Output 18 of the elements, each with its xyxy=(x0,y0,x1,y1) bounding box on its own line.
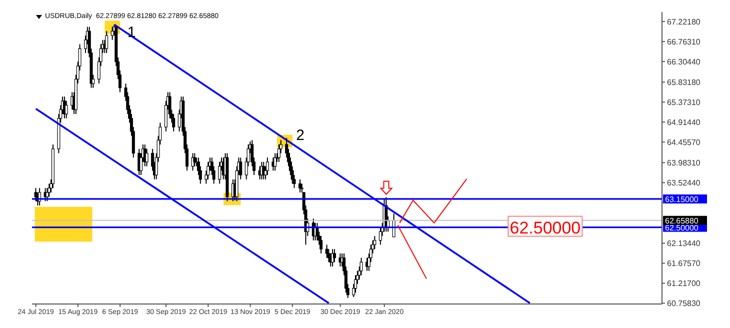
y-tick-label: 63.98310 xyxy=(667,158,701,168)
annotation: 62.50000 xyxy=(510,218,581,238)
y-tick-label: 64.91440 xyxy=(667,118,701,127)
y-tick-label: 66.76310 xyxy=(667,37,701,46)
y-tick-label: 67.22180 xyxy=(667,17,701,26)
ref-line-label: 62.65880 xyxy=(665,216,699,226)
ref-line-label: 62.50000 xyxy=(665,223,699,232)
y-tick-label: 61.67570 xyxy=(667,259,701,268)
y-tick-label: 65.37310 xyxy=(667,98,701,107)
annotation: 2 xyxy=(296,126,305,144)
y-tick-label: 66.30440 xyxy=(667,57,701,66)
y-tick-label: 64.45570 xyxy=(667,138,701,147)
y-tick-label: 62.13440 xyxy=(667,239,701,248)
y-tick-label: 61.21700 xyxy=(667,279,701,288)
y-tick-label: 65.83180 xyxy=(667,78,701,87)
y-tick-label: 60.75830 xyxy=(667,299,701,308)
ref-line-label: 63.15000 xyxy=(665,194,699,204)
y-tick-label: 63.52440 xyxy=(667,178,701,188)
